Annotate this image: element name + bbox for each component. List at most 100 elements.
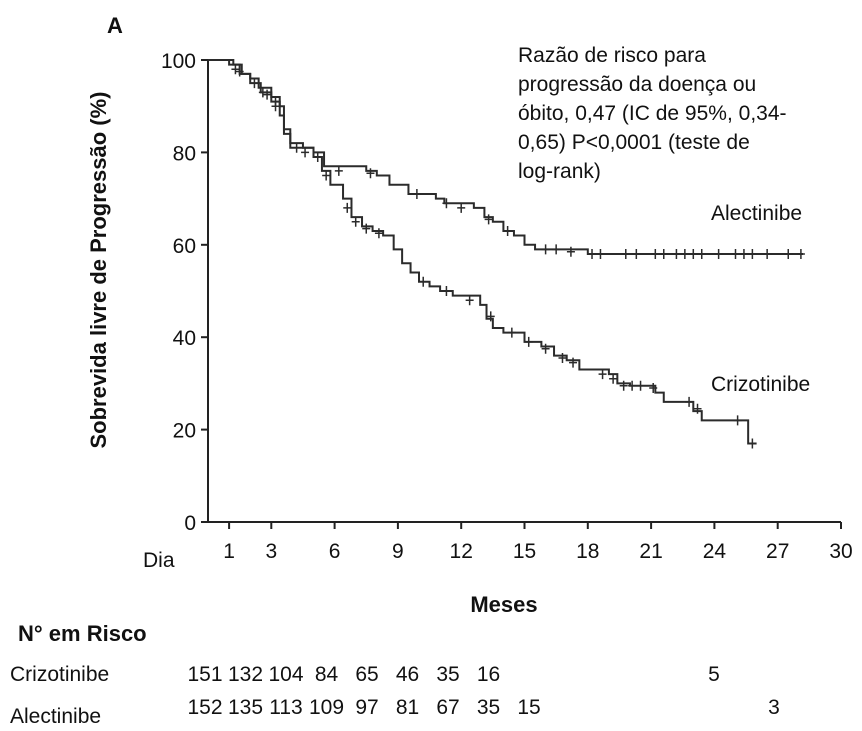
censor-mark-alectinibe: [621, 249, 630, 260]
x-tick-label: 15: [513, 540, 536, 563]
x-tick-label: 3: [265, 540, 277, 563]
censor-mark-crizotinibe: [733, 415, 742, 426]
censor-mark-crizotinibe: [636, 380, 645, 391]
censor-mark-alectinibe: [566, 246, 575, 257]
y-tick-label: 60: [173, 235, 196, 258]
censor-mark-crizotinibe: [343, 202, 352, 213]
censor-mark-crizotinibe: [419, 276, 428, 287]
x-tick-label: 24: [703, 540, 727, 563]
censor-mark-alectinibe: [632, 249, 641, 260]
censor-mark-crizotinibe: [541, 343, 550, 354]
censor-mark-crizotinibe: [486, 311, 495, 322]
censor-mark-crizotinibe: [609, 373, 618, 384]
annotation-line-3: óbito, 0,47 (IC de 95%, 0,34-: [518, 102, 787, 125]
risk-value-alectinibe: 35: [477, 696, 500, 719]
risk-value-crizotinibe: 151: [187, 663, 222, 686]
censor-mark-alectinibe: [313, 152, 322, 163]
risk-value-alectinibe: 135: [228, 696, 263, 719]
censor-mark-alectinibe: [739, 249, 748, 260]
x-tick-label: 1: [223, 540, 235, 563]
censor-mark-alectinibe: [263, 89, 272, 100]
censor-mark-crizotinibe: [524, 336, 533, 347]
censor-mark-alectinibe: [552, 244, 561, 255]
censor-mark-crizotinibe: [628, 380, 637, 391]
x-tick-label: 9: [392, 540, 404, 563]
censor-mark-alectinibe: [250, 78, 259, 89]
risk-value-alectinibe: 67: [436, 696, 459, 719]
risk-value-crizotinibe: 132: [228, 663, 263, 686]
y-tick-label: 0: [184, 512, 196, 535]
risk-table-values: 151 132 104 84 65 46 35 16 5 152 135 113 109 97 81 67 35…: [187, 663, 779, 719]
censor-mark-alectinibe: [366, 168, 375, 179]
censor-mark-alectinibe: [784, 249, 793, 260]
risk-value-crizotinibe: 84: [315, 663, 339, 686]
censor-mark-alectinibe: [748, 249, 757, 260]
censor-mark-alectinibe: [680, 249, 689, 260]
censor-mark-crizotinibe: [649, 383, 658, 394]
day-label: Dia: [143, 549, 175, 572]
series-label-crizotinibe: Crizotinibe: [711, 373, 810, 396]
y-axis-title: Sobrevida livre de Progressão (%): [86, 91, 111, 448]
censor-mark-crizotinibe: [598, 369, 607, 380]
censor-mark-alectinibe: [588, 249, 597, 260]
annotation-line-1: Razão de risco para: [518, 44, 706, 67]
risk-value-crizotinibe: 5: [708, 663, 720, 686]
censor-mark-crizotinibe: [301, 147, 310, 158]
censor-mark-crizotinibe: [442, 286, 451, 296]
risk-row-label-alectinibe: Alectinibe: [10, 705, 101, 728]
censor-mark-crizotinibe: [351, 216, 360, 227]
censor-marks: [231, 64, 805, 449]
censor-mark-alectinibe: [235, 66, 244, 77]
risk-value-alectinibe: 113: [269, 696, 302, 719]
risk-value-crizotinibe: 65: [355, 663, 378, 686]
censor-mark-crizotinibe: [685, 396, 694, 407]
x-tick-label: 6: [329, 540, 341, 563]
censor-mark-crizotinibe: [748, 438, 757, 449]
risk-value-crizotinibe: 104: [268, 663, 303, 686]
risk-row-label-crizotinibe: Crizotinibe: [10, 663, 109, 686]
censor-mark-crizotinibe: [569, 357, 578, 368]
x-tick-label: 18: [576, 540, 599, 563]
risk-value-crizotinibe: 35: [436, 663, 459, 686]
censor-mark-crizotinibe: [507, 327, 516, 338]
censor-mark-crizotinibe: [231, 64, 240, 75]
risk-value-crizotinibe: 16: [477, 663, 500, 686]
risk-table-title: N° em Risco: [18, 621, 147, 646]
censor-mark-crizotinibe: [322, 170, 331, 181]
censor-mark-alectinibe: [714, 249, 723, 260]
censor-mark-alectinibe: [689, 249, 698, 260]
censor-mark-crizotinibe: [465, 295, 474, 306]
risk-value-crizotinibe: 46: [396, 663, 419, 686]
y-tick-label: 100: [161, 50, 196, 73]
series-label-alectinibe: Alectinibe: [711, 202, 802, 225]
risk-value-alectinibe: 15: [517, 696, 540, 719]
x-tick-label: 21: [639, 540, 662, 563]
x-tick-label: 12: [450, 540, 473, 563]
panel-label: A: [107, 13, 123, 38]
censor-mark-crizotinibe: [258, 87, 267, 98]
censor-mark-crizotinibe: [619, 380, 628, 391]
censor-mark-crizotinibe: [693, 403, 702, 414]
y-tick-label: 80: [173, 142, 196, 165]
censor-mark-alectinibe: [334, 165, 343, 176]
censor-mark-alectinibe: [651, 249, 660, 260]
censor-mark-alectinibe: [697, 249, 706, 260]
censor-mark-crizotinibe: [362, 223, 371, 234]
x-tick-label: 30: [829, 540, 852, 563]
risk-value-alectinibe: 152: [187, 696, 222, 719]
censor-mark-alectinibe: [672, 249, 681, 260]
risk-value-alectinibe: 3: [768, 696, 780, 719]
annotation-line-2: progressão da doença ou: [518, 73, 756, 96]
censor-mark-alectinibe: [484, 214, 493, 225]
censor-mark-crizotinibe: [374, 228, 383, 239]
x-tick-label: 27: [766, 540, 789, 563]
censor-mark-alectinibe: [731, 249, 740, 260]
censor-mark-alectinibe: [503, 225, 512, 236]
censor-mark-alectinibe: [412, 188, 421, 199]
y-tick-label: 40: [173, 327, 196, 350]
risk-value-alectinibe: 81: [396, 696, 419, 719]
x-axis-title: Meses: [470, 592, 537, 617]
censor-mark-alectinibe: [442, 198, 451, 209]
risk-value-alectinibe: 97: [355, 696, 378, 719]
y-tick-label: 20: [173, 420, 196, 443]
